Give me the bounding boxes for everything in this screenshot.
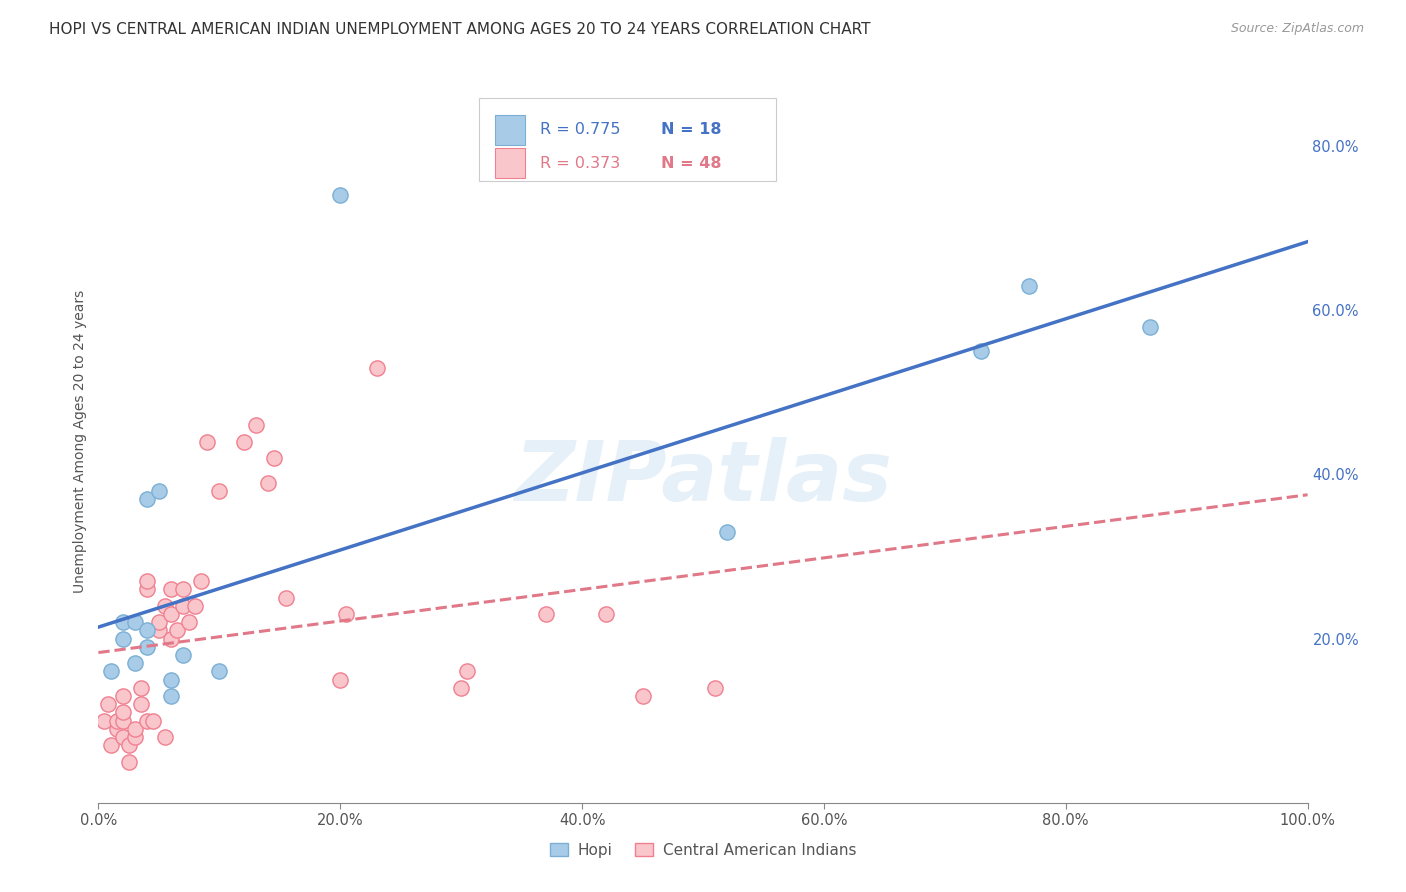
Text: R = 0.775: R = 0.775 bbox=[540, 122, 636, 137]
Text: N = 48: N = 48 bbox=[661, 155, 721, 170]
Point bbox=[124, 615, 146, 630]
Bar bbox=[495, 115, 526, 145]
Point bbox=[160, 632, 183, 646]
Point bbox=[1018, 278, 1040, 293]
Point bbox=[631, 689, 654, 703]
Point bbox=[111, 632, 134, 646]
Point bbox=[148, 615, 170, 630]
Point bbox=[153, 599, 176, 613]
Point bbox=[135, 574, 157, 588]
Point bbox=[366, 360, 388, 375]
Point bbox=[111, 615, 134, 630]
Point bbox=[148, 483, 170, 498]
Point bbox=[153, 730, 176, 744]
Point bbox=[111, 689, 134, 703]
Point bbox=[100, 739, 122, 753]
Point bbox=[124, 657, 146, 671]
Point bbox=[595, 607, 617, 621]
Point bbox=[256, 475, 278, 490]
Point bbox=[124, 730, 146, 744]
Point bbox=[172, 648, 194, 662]
Point bbox=[172, 582, 194, 597]
Point bbox=[135, 582, 157, 597]
Point bbox=[129, 681, 152, 695]
Point bbox=[124, 722, 146, 736]
Point bbox=[105, 722, 128, 736]
Text: R = 0.373: R = 0.373 bbox=[540, 155, 636, 170]
Text: N = 18: N = 18 bbox=[661, 122, 721, 137]
Point bbox=[118, 739, 141, 753]
Bar bbox=[495, 148, 526, 178]
Text: ZIPatlas: ZIPatlas bbox=[515, 437, 891, 518]
Point bbox=[111, 706, 134, 720]
Point bbox=[208, 483, 231, 498]
Point bbox=[166, 624, 188, 638]
Text: Source: ZipAtlas.com: Source: ZipAtlas.com bbox=[1230, 22, 1364, 36]
Point bbox=[970, 344, 993, 359]
Text: HOPI VS CENTRAL AMERICAN INDIAN UNEMPLOYMENT AMONG AGES 20 TO 24 YEARS CORRELATI: HOPI VS CENTRAL AMERICAN INDIAN UNEMPLOY… bbox=[49, 22, 870, 37]
Point bbox=[172, 599, 194, 613]
Point bbox=[263, 450, 285, 465]
Point bbox=[179, 615, 201, 630]
Point bbox=[208, 665, 231, 679]
Point bbox=[160, 689, 183, 703]
Point bbox=[135, 624, 157, 638]
Point bbox=[97, 698, 120, 712]
Point bbox=[1139, 319, 1161, 334]
Y-axis label: Unemployment Among Ages 20 to 24 years: Unemployment Among Ages 20 to 24 years bbox=[73, 290, 87, 593]
Point bbox=[142, 714, 165, 728]
Point bbox=[195, 434, 218, 449]
Point bbox=[135, 491, 157, 506]
Point bbox=[111, 730, 134, 744]
Point bbox=[118, 755, 141, 769]
Point bbox=[329, 188, 352, 202]
Point bbox=[704, 681, 727, 695]
Point bbox=[160, 582, 183, 597]
Point bbox=[111, 714, 134, 728]
Point bbox=[456, 665, 478, 679]
Point bbox=[716, 524, 738, 539]
Point bbox=[160, 673, 183, 687]
FancyBboxPatch shape bbox=[479, 98, 776, 181]
Point bbox=[100, 665, 122, 679]
Point bbox=[160, 607, 183, 621]
Point bbox=[232, 434, 254, 449]
Point bbox=[534, 607, 557, 621]
Point bbox=[129, 698, 152, 712]
Point bbox=[190, 574, 212, 588]
Point bbox=[329, 673, 352, 687]
Point bbox=[135, 714, 157, 728]
Point bbox=[335, 607, 357, 621]
Point bbox=[93, 714, 115, 728]
Point bbox=[274, 591, 297, 605]
Point bbox=[245, 418, 267, 433]
Point bbox=[148, 624, 170, 638]
Legend: Hopi, Central American Indians: Hopi, Central American Indians bbox=[544, 837, 862, 863]
Point bbox=[450, 681, 472, 695]
Point bbox=[135, 640, 157, 654]
Point bbox=[184, 599, 207, 613]
Point bbox=[105, 714, 128, 728]
